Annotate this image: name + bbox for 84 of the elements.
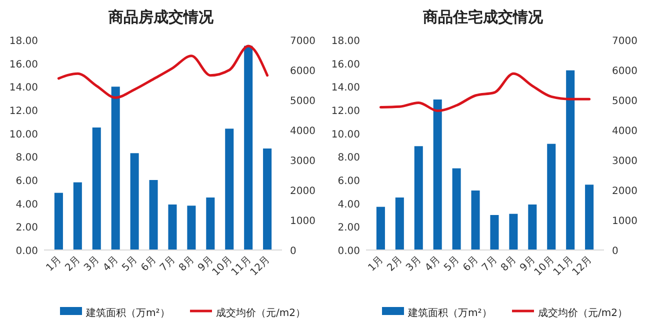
bar <box>168 204 177 250</box>
y2-tick-label: 3000 <box>290 156 316 167</box>
y-tick-label: 8.00 <box>16 152 38 164</box>
y-tick-label: 16.00 <box>331 59 360 70</box>
bar <box>244 46 253 250</box>
y2-tick-label: 4000 <box>290 126 316 137</box>
x-tick-label: 6月 <box>461 254 481 274</box>
bar <box>547 144 556 250</box>
bar <box>149 180 158 250</box>
y2-tick-label: 1000 <box>290 216 316 227</box>
bar <box>111 86 120 250</box>
bar <box>73 182 82 250</box>
chart-title: 商品住宅成交情况 <box>422 8 544 26</box>
y-tick-label: 4.00 <box>16 199 38 210</box>
y2-tick-label: 0 <box>612 246 618 257</box>
line-series <box>379 72 591 112</box>
x-tick-label: 4月 <box>101 254 121 274</box>
x-tick-label: 6月 <box>139 254 159 274</box>
bar <box>54 192 63 250</box>
x-tick-label: 1月 <box>44 254 64 274</box>
y-tick-label: 2.00 <box>16 222 38 234</box>
y2-tick-label: 0 <box>290 246 296 257</box>
y-tick-label: 18.00 <box>331 36 360 47</box>
x-tick-label: 2月 <box>385 254 405 274</box>
y-tick-label: 8.00 <box>338 152 360 164</box>
legend-label: 建筑面积（万m²） <box>85 307 170 319</box>
line-series <box>57 44 269 99</box>
y2-tick-label: 4000 <box>612 126 638 137</box>
legend-label: 成交均价（元/m2） <box>216 307 306 319</box>
y2-tick-label: 5000 <box>290 96 316 107</box>
x-tick-label: 5月 <box>120 254 140 274</box>
chart-title: 商品房成交情况 <box>108 8 214 26</box>
y-tick-label: 10.00 <box>9 129 38 140</box>
bar <box>585 184 594 250</box>
x-tick-label: 8月 <box>177 254 197 274</box>
y-tick-label: 16.00 <box>9 59 38 70</box>
bar <box>433 100 442 250</box>
y-tick-label: 2.00 <box>338 222 360 234</box>
y-tick-label: 0.00 <box>16 246 38 257</box>
legend-label: 建筑面积（万m²） <box>407 307 492 319</box>
y-tick-label: 6.00 <box>16 176 38 187</box>
bar <box>376 206 385 250</box>
x-tick-label: 8月 <box>499 254 519 274</box>
y2-tick-label: 1000 <box>612 216 638 227</box>
x-tick-label: 5月 <box>442 254 462 274</box>
bar <box>509 214 518 250</box>
bar <box>130 153 139 250</box>
x-tick-label: 7月 <box>158 254 178 274</box>
x-tick-label: 7月 <box>480 254 500 274</box>
bar <box>490 215 499 250</box>
y-tick-label: 12.00 <box>9 106 38 117</box>
y2-tick-label: 6000 <box>290 66 316 77</box>
x-tick-label: 2月 <box>63 254 83 274</box>
x-tick-label: 3月 <box>82 254 102 274</box>
bar <box>414 146 423 250</box>
y2-tick-label: 7000 <box>612 36 638 47</box>
x-tick-label: 3月 <box>404 254 424 274</box>
bar <box>452 168 461 250</box>
y2-tick-label: 2000 <box>612 186 638 197</box>
y-tick-label: 6.00 <box>338 176 360 187</box>
bar <box>92 128 101 250</box>
x-tick-label: 1月 <box>366 254 386 274</box>
bar <box>471 190 480 250</box>
bar <box>263 148 272 250</box>
y2-tick-label: 6000 <box>612 66 638 77</box>
bar <box>206 198 215 250</box>
bar <box>187 206 196 250</box>
bar <box>528 204 537 250</box>
y2-tick-label: 5000 <box>612 96 638 107</box>
y2-tick-label: 3000 <box>612 156 638 167</box>
bar <box>225 128 234 250</box>
x-tick-label: 4月 <box>423 254 443 274</box>
y-tick-label: 14.00 <box>9 82 38 94</box>
y-tick-label: 10.00 <box>331 129 360 140</box>
y-tick-label: 12.00 <box>331 106 360 117</box>
bar <box>395 198 404 250</box>
y-tick-label: 0.00 <box>338 246 360 257</box>
y2-tick-label: 7000 <box>290 36 316 47</box>
y-tick-label: 14.00 <box>331 82 360 94</box>
y-tick-label: 4.00 <box>338 199 360 210</box>
bar <box>566 70 575 250</box>
y2-tick-label: 2000 <box>290 186 316 197</box>
y-tick-label: 18.00 <box>9 36 38 47</box>
legend-label: 成交均价（元/m2） <box>538 307 628 319</box>
